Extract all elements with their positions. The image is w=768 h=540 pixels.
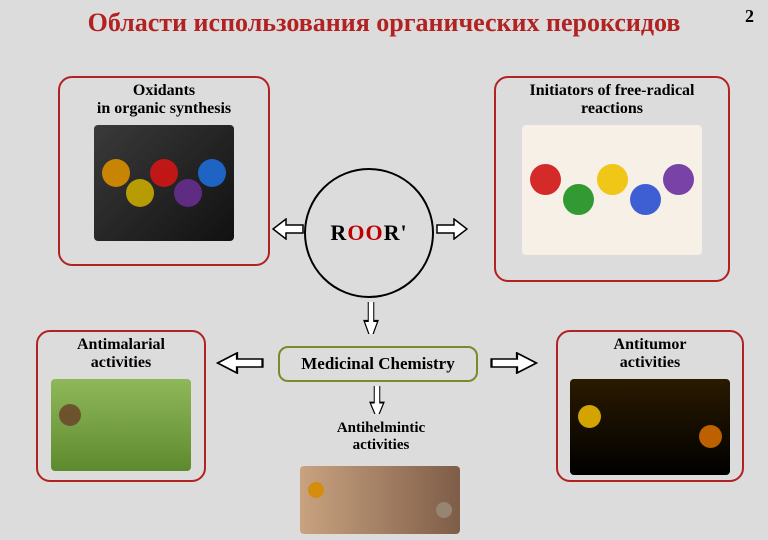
oxidants-box: Oxidantsin organic synthesis [58, 76, 270, 266]
antitumor-image [570, 379, 730, 475]
arrow-medchem-to-malarial [216, 352, 264, 374]
antihelmintic-image [300, 466, 460, 534]
oxidants-caption: Oxidantsin organic synthesis [60, 78, 268, 121]
page-title: Области использования органических перок… [0, 8, 768, 38]
antimalarial-image [51, 379, 191, 471]
antimalarial-box: Antimalarialactivities [36, 330, 206, 482]
arrow-center-to-initiators [436, 218, 468, 240]
arrow-medchem-to-helmintic [366, 386, 388, 414]
initiators-box: Initiators of free-radicalreactions [494, 76, 730, 282]
initiators-caption: Initiators of free-radicalreactions [496, 78, 728, 121]
arrow-center-to-oxidants [272, 218, 304, 240]
page-number: 2 [745, 6, 754, 27]
antihelmintic-label: Antihelminticactivities [326, 420, 436, 455]
initiators-image [522, 125, 702, 255]
arrow-medchem-to-tumor [490, 352, 538, 374]
antimalarial-caption: Antimalarialactivities [38, 332, 204, 375]
antitumor-caption: Antitumoractivities [558, 332, 742, 375]
center-circle: ROOR' [304, 168, 434, 298]
roor-formula: ROOR' [330, 220, 407, 246]
antitumor-box: Antitumoractivities [556, 330, 744, 482]
oxidants-image [94, 125, 234, 241]
arrow-center-to-medchem [360, 302, 382, 334]
medicinal-chemistry-label: Medicinal Chemistry [301, 354, 454, 373]
medicinal-chemistry-box: Medicinal Chemistry [278, 346, 478, 382]
